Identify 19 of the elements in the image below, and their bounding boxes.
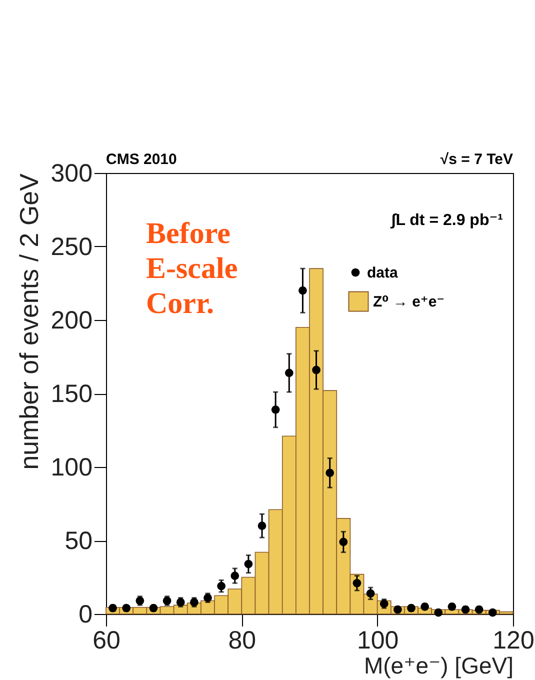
x-tick-label: 60 [92, 626, 120, 654]
legend-label: Z⁰ → e⁺e⁻ [373, 294, 445, 310]
annotation: Before E-scale Corr. [146, 217, 238, 320]
annotation: ∫L dt = 2.9 pb⁻¹ [389, 212, 503, 229]
x-tick-label: 120 [492, 626, 534, 654]
x-tick-label: 100 [356, 626, 399, 654]
y-tick-label: 100 [50, 454, 92, 482]
y-tick-label: 300 [50, 160, 92, 188]
x-tick-label: 80 [228, 626, 256, 654]
y-tick-label: 150 [50, 380, 92, 408]
text: √s = 7 TeV [440, 151, 513, 168]
y-tick-label: 0 [78, 600, 92, 628]
y-axis-title: number of events / 2 GeV [14, 172, 44, 470]
x-axis-title: M(e⁺e⁻) [GeV] [364, 652, 514, 678]
y-tick-label: 250 [50, 233, 92, 261]
y-tick-label: 200 [50, 306, 92, 334]
y-tick-label: 50 [64, 527, 92, 555]
text: CMS 2010 [106, 151, 177, 168]
legend-label: data [367, 264, 398, 282]
